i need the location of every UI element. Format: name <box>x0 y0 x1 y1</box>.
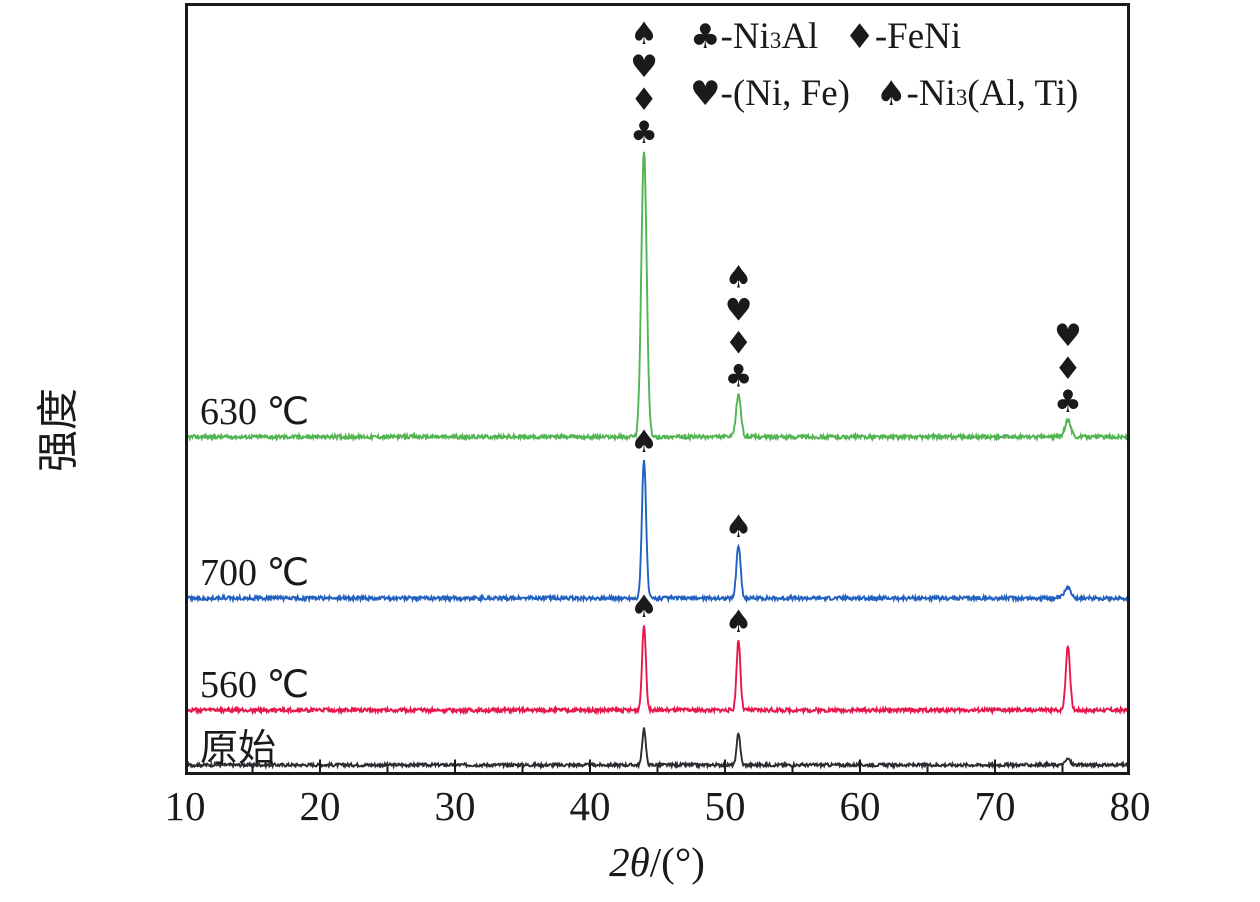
legend: ♣ -Ni 3 Al ♦ -FeNi ♥ -(Ni, Fe) ♠ -Ni 3 (Al, Ti) <box>690 16 1079 115</box>
legend-entry-feni: ♦ -FeNi <box>844 16 962 58</box>
x-tick-label-60: 60 <box>839 783 881 829</box>
legend-entry-ni3alti: ♠ -Ni 3 (Al, Ti) <box>875 72 1079 115</box>
club-icon: ♣ <box>690 17 721 57</box>
legend-label: Al <box>781 16 819 57</box>
heart-marker-icon: ♥ <box>1054 318 1082 354</box>
club-marker-icon: ♣ <box>725 358 753 394</box>
xrd-curves-canvas: ♣♦♥♠♣♦♥♠♣♦♥♠♠♠ ♠ <box>185 3 1130 775</box>
legend-subscript: 3 <box>769 28 782 53</box>
legend-entry-nife: ♥ -(Ni, Fe) <box>690 72 850 115</box>
x-axis-label: 2θ/(°) <box>609 838 705 886</box>
spade-marker-icon: ♠ <box>630 424 658 460</box>
legend-label: -FeNi <box>874 16 962 57</box>
x-axis-ticks: 10 20 30 40 50 60 70 80 <box>165 782 1151 834</box>
xrd-curve-0 <box>185 151 1130 443</box>
curve-label-2: 560 ℃ <box>200 664 310 707</box>
x-tick-label-10: 10 <box>164 783 206 829</box>
legend-label: -(Ni, Fe) <box>720 72 850 114</box>
legend-row-1: ♣ -Ni 3 Al ♦ -FeNi <box>690 16 1078 58</box>
y-axis-label: 强度 <box>36 387 83 473</box>
xrd-curve-2 <box>185 625 1130 716</box>
x-tick-label-30: 30 <box>434 783 476 829</box>
x-tick-label-20: 20 <box>299 783 341 829</box>
diamond-marker-icon: ♦ <box>725 325 753 361</box>
spade-icon: ♠ <box>875 73 907 114</box>
xrd-curve-1 <box>185 459 1130 604</box>
spade-marker-icon: ♠ <box>630 589 658 625</box>
x-tick-label-50: 50 <box>704 783 746 829</box>
spade-marker-icon: ♠ <box>725 509 753 545</box>
x-tick-label-70: 70 <box>974 783 1016 829</box>
legend-label: -Ni <box>720 16 770 57</box>
diamond-icon: ♦ <box>844 17 875 57</box>
plot-border <box>185 3 1130 775</box>
legend-subscript: 3 <box>955 84 968 110</box>
xrd-curve-3 <box>185 727 1130 771</box>
x-axis-label-unit: /(°) <box>649 839 705 885</box>
legend-label: (Al, Ti) <box>967 72 1079 114</box>
legend-row-2: ♥ -(Ni, Fe) ♠ -Ni 3 (Al, Ti) <box>690 72 1079 115</box>
spade-marker-icon: ♠ <box>725 259 753 295</box>
legend-entry-ni3al: ♣ -Ni 3 Al <box>690 16 819 58</box>
spade-marker-icon: ♠ <box>725 604 753 640</box>
plot-area: ♣ ♦ ♥ ♠ ♣ ♦ ♥ ♠ ♣ ♦ ♥ ♠ ♠ ♠ ♠ ♣ -Ni 3 Al ♦ -FeNi ♥ -(Ni, Fe… <box>185 3 1130 775</box>
diamond-marker-icon: ♦ <box>1054 351 1082 387</box>
heart-marker-icon: ♥ <box>725 292 753 328</box>
x-axis-label-symbol: 2θ <box>609 839 650 885</box>
club-marker-icon: ♣ <box>630 115 658 151</box>
diamond-marker-icon: ♦ <box>630 82 658 118</box>
legend-label: -Ni <box>906 72 956 114</box>
heart-icon: ♥ <box>690 73 721 114</box>
curve-label-0: 630 ℃ <box>200 390 310 433</box>
x-tick-label-40: 40 <box>569 783 611 829</box>
curve-label-3: 原始 <box>200 727 277 770</box>
curve-label-1: 700 ℃ <box>200 552 310 595</box>
spade-marker-icon: ♠ <box>630 16 658 52</box>
club-marker-icon: ♣ <box>1054 384 1082 420</box>
x-tick-label-80: 80 <box>1109 783 1151 829</box>
heart-marker-icon: ♥ <box>630 49 658 85</box>
